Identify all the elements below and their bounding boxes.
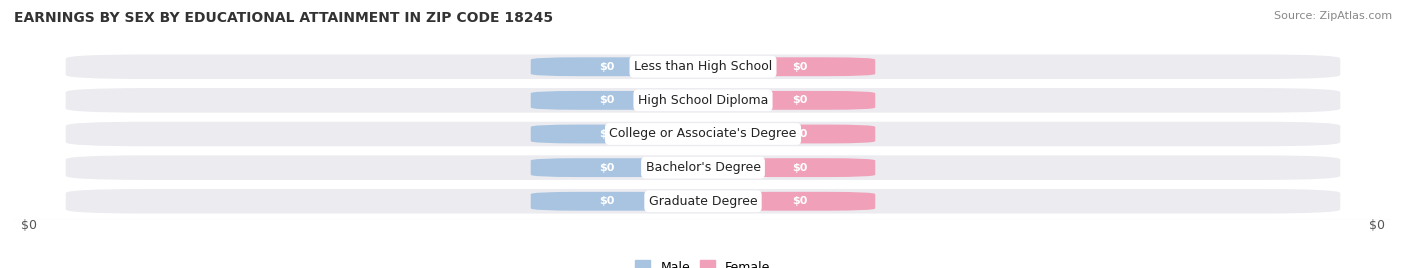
Text: $0: $0 bbox=[599, 62, 614, 72]
Text: $0: $0 bbox=[792, 95, 807, 105]
Text: $0: $0 bbox=[599, 129, 614, 139]
Text: High School Diploma: High School Diploma bbox=[638, 94, 768, 107]
Text: $0: $0 bbox=[1369, 219, 1385, 232]
FancyBboxPatch shape bbox=[724, 57, 875, 76]
Text: $0: $0 bbox=[599, 95, 614, 105]
Text: $0: $0 bbox=[599, 163, 614, 173]
FancyBboxPatch shape bbox=[724, 125, 875, 143]
Text: $0: $0 bbox=[792, 196, 807, 206]
Text: $0: $0 bbox=[599, 196, 614, 206]
FancyBboxPatch shape bbox=[724, 91, 875, 110]
FancyBboxPatch shape bbox=[66, 189, 1340, 214]
Text: Graduate Degree: Graduate Degree bbox=[648, 195, 758, 208]
Legend: Male, Female: Male, Female bbox=[630, 255, 776, 268]
Text: Less than High School: Less than High School bbox=[634, 60, 772, 73]
FancyBboxPatch shape bbox=[531, 91, 682, 110]
Text: $0: $0 bbox=[792, 62, 807, 72]
Text: College or Associate's Degree: College or Associate's Degree bbox=[609, 128, 797, 140]
FancyBboxPatch shape bbox=[66, 155, 1340, 180]
FancyBboxPatch shape bbox=[724, 158, 875, 177]
FancyBboxPatch shape bbox=[66, 54, 1340, 79]
FancyBboxPatch shape bbox=[531, 158, 682, 177]
FancyBboxPatch shape bbox=[66, 88, 1340, 113]
Text: $0: $0 bbox=[21, 219, 37, 232]
FancyBboxPatch shape bbox=[531, 192, 682, 211]
FancyBboxPatch shape bbox=[531, 125, 682, 143]
FancyBboxPatch shape bbox=[724, 192, 875, 211]
Text: Bachelor's Degree: Bachelor's Degree bbox=[645, 161, 761, 174]
FancyBboxPatch shape bbox=[531, 57, 682, 76]
Text: EARNINGS BY SEX BY EDUCATIONAL ATTAINMENT IN ZIP CODE 18245: EARNINGS BY SEX BY EDUCATIONAL ATTAINMEN… bbox=[14, 11, 553, 25]
Text: $0: $0 bbox=[792, 129, 807, 139]
FancyBboxPatch shape bbox=[66, 122, 1340, 146]
Text: Source: ZipAtlas.com: Source: ZipAtlas.com bbox=[1274, 11, 1392, 21]
Text: $0: $0 bbox=[792, 163, 807, 173]
